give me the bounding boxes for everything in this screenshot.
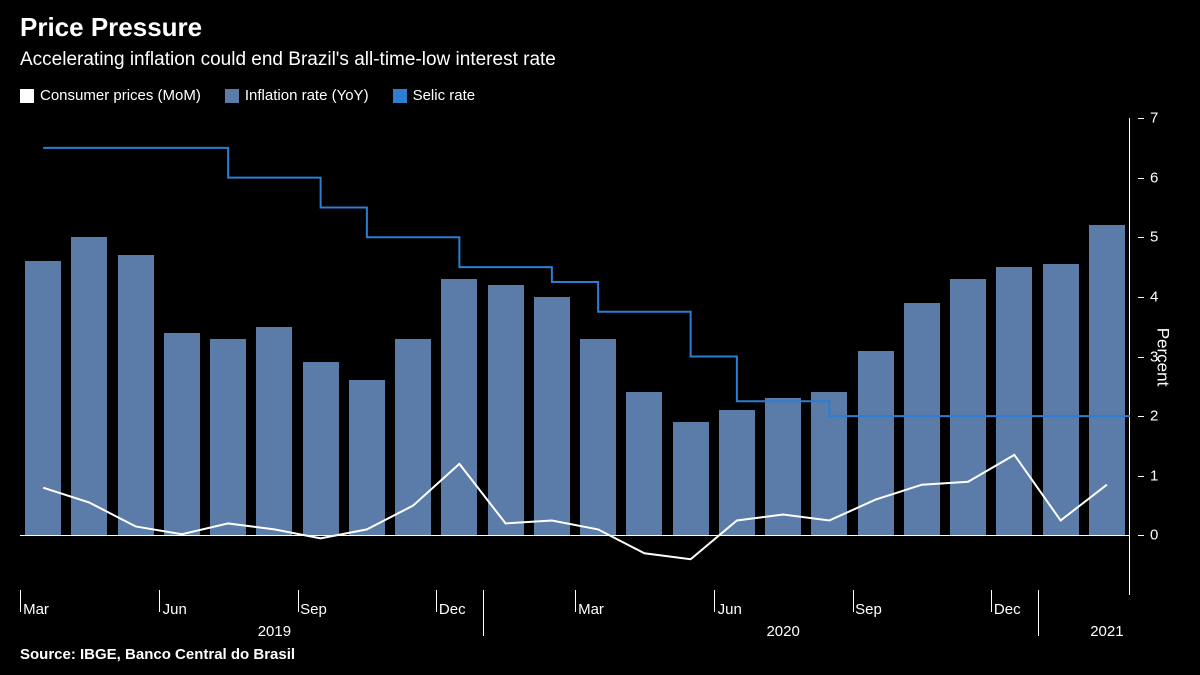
y-tick-mark	[1138, 357, 1144, 358]
x-tick-label: Sep	[855, 601, 882, 618]
legend-swatch	[20, 89, 34, 103]
y-tick-mark	[1138, 178, 1144, 179]
x-tick-label: Mar	[578, 601, 604, 618]
legend-item-selic: Selic rate	[393, 87, 476, 104]
x-tick-mark	[298, 590, 299, 612]
legend-item-consumer: Consumer prices (MoM)	[20, 87, 201, 104]
y-tick-mark	[1138, 237, 1144, 238]
y-tick-mark	[1138, 476, 1144, 477]
chart-title: Price Pressure	[20, 12, 1180, 43]
x-tick-label: Sep	[300, 601, 327, 618]
x-tick-label: Jun	[163, 601, 187, 618]
legend-swatch	[225, 89, 239, 103]
plot-region	[20, 118, 1130, 595]
y-tick-label: 0	[1150, 527, 1158, 544]
y-tick-label: 2	[1150, 408, 1158, 425]
x-year-label: 2021	[1090, 623, 1123, 640]
line-consumer-mom	[43, 455, 1107, 559]
x-axis: Mar Jun Sep Dec Mar Jun Sep Dec 2019 2020 2021	[20, 595, 1130, 645]
legend: Consumer prices (MoM) Inflation rate (Yo…	[0, 79, 1200, 108]
x-tick-mark	[991, 590, 992, 612]
y-tick-label: 5	[1150, 229, 1158, 246]
x-tick-mark	[20, 590, 21, 612]
legend-item-inflation: Inflation rate (YoY)	[225, 87, 369, 104]
legend-label: Selic rate	[413, 87, 476, 104]
y-tick-mark	[1138, 416, 1144, 417]
x-tick-mark	[436, 590, 437, 612]
x-tick-mark	[159, 590, 160, 612]
line-selic	[43, 148, 1130, 416]
source-attribution: Source: IBGE, Banco Central do Brasil	[20, 646, 295, 663]
legend-swatch	[393, 89, 407, 103]
x-year-divider	[1038, 590, 1039, 636]
y-tick-mark	[1138, 535, 1144, 536]
x-tick-label: Mar	[23, 601, 49, 618]
x-tick-mark	[575, 590, 576, 612]
x-tick-mark	[853, 590, 854, 612]
y-tick-mark	[1138, 118, 1144, 119]
chart-subtitle: Accelerating inflation could end Brazil'…	[20, 49, 1180, 71]
y-tick-label: 7	[1150, 110, 1158, 127]
lines-svg	[20, 118, 1130, 595]
legend-label: Consumer prices (MoM)	[40, 87, 201, 104]
y-axis-label: Percent	[1153, 327, 1173, 386]
y-tick-label: 1	[1150, 467, 1158, 484]
y-tick-mark	[1138, 297, 1144, 298]
chart-area: 01234567 Percent	[20, 118, 1130, 595]
x-tick-label: Jun	[718, 601, 742, 618]
y-tick-label: 4	[1150, 288, 1158, 305]
x-year-label: 2019	[258, 623, 291, 640]
x-year-divider	[483, 590, 484, 636]
x-tick-label: Dec	[994, 601, 1021, 618]
y-tick-label: 6	[1150, 169, 1158, 186]
x-tick-mark	[714, 590, 715, 612]
x-year-label: 2020	[766, 623, 799, 640]
x-tick-label: Dec	[439, 601, 466, 618]
legend-label: Inflation rate (YoY)	[245, 87, 369, 104]
